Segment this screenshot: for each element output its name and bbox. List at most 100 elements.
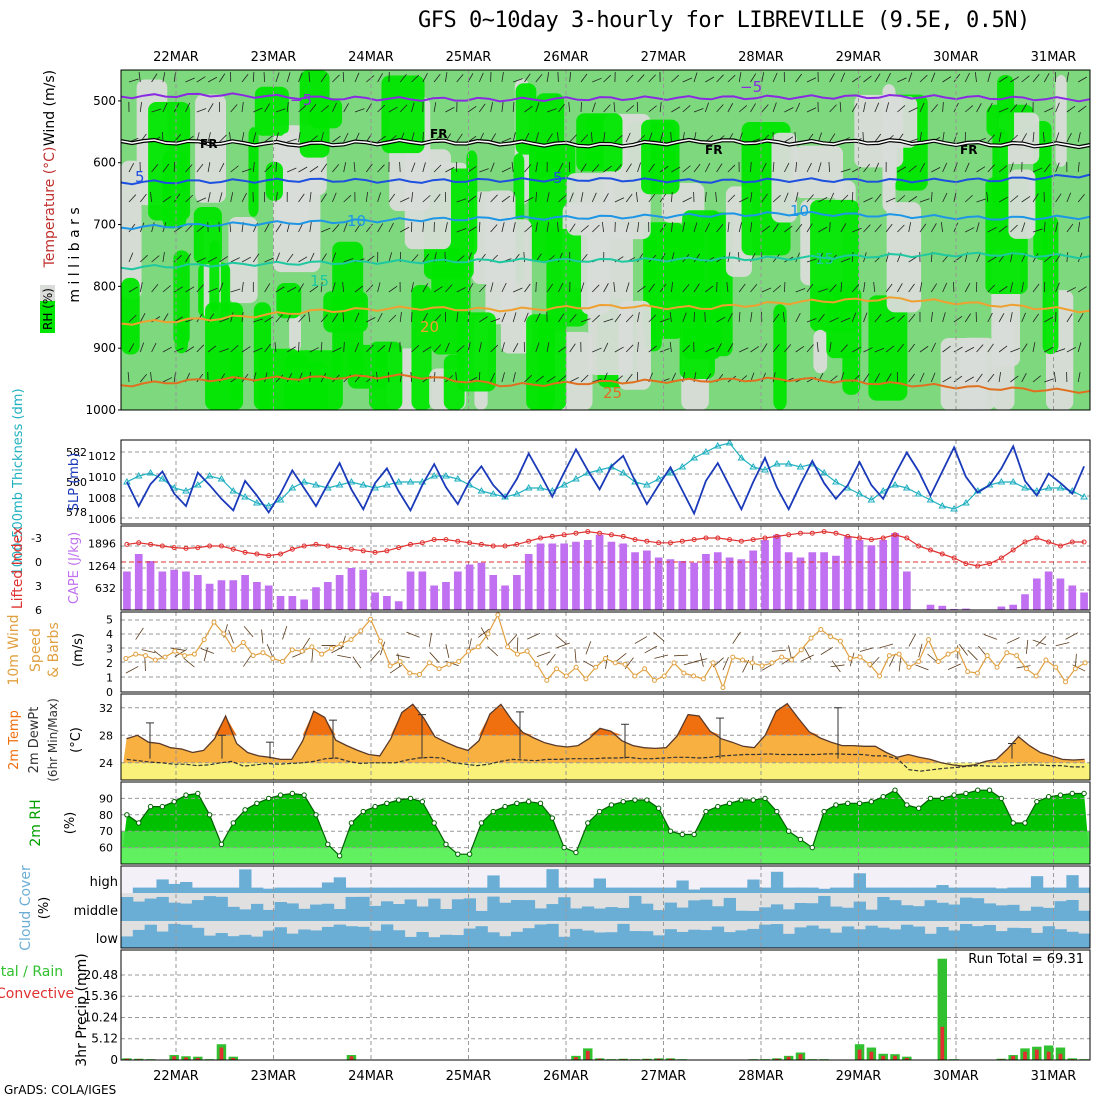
precip-convective-bar — [904, 1057, 909, 1060]
rh-marker — [254, 800, 260, 807]
wind-barb — [377, 312, 383, 323]
wind-speed-marker — [123, 656, 129, 662]
surface-wind-barb — [888, 653, 896, 667]
wind-barb — [298, 193, 305, 203]
cape-bar — [323, 582, 332, 610]
lifted-index-marker — [561, 532, 567, 538]
thickness-marker — [713, 442, 722, 449]
cloud-cell — [369, 905, 382, 921]
thickness-marker — [855, 490, 864, 497]
wind-barb — [162, 102, 168, 113]
wind-barb — [320, 342, 323, 353]
wind-speed-marker — [857, 654, 863, 660]
wind-barb — [930, 72, 936, 83]
wind-barb — [953, 346, 963, 353]
wind-barb — [806, 258, 817, 263]
wind-barb — [829, 221, 831, 233]
wind-barb — [637, 253, 644, 263]
wind-barb — [976, 344, 984, 353]
thickness-marker — [158, 475, 167, 482]
wind-barb — [816, 342, 819, 353]
wind-barb — [230, 165, 239, 173]
wind-barb — [942, 282, 948, 293]
cloud-cell — [629, 895, 642, 921]
wind-barb — [625, 344, 634, 353]
wind-barb — [433, 102, 437, 113]
isotherm-label: 10 — [347, 212, 366, 230]
rh-marker — [230, 820, 236, 826]
lifted-index-marker — [632, 537, 638, 543]
cloud-cell — [499, 902, 512, 921]
cloud-cell — [759, 924, 772, 948]
wind-speed-marker — [974, 670, 980, 676]
wind-barb — [558, 162, 564, 173]
cloud-cell — [215, 887, 228, 893]
wind-barb — [513, 78, 523, 83]
cloud-cell — [995, 888, 1008, 893]
surface-wind-barb — [732, 631, 741, 644]
wind-barb — [659, 132, 664, 143]
precip-convective-bar — [195, 1057, 200, 1060]
cloud-cell — [936, 926, 949, 948]
wind-speed-marker — [935, 658, 941, 664]
wind-barb — [919, 74, 928, 83]
wind-barb — [332, 164, 340, 173]
surface-wind-barb — [947, 663, 961, 671]
wind-barb — [308, 312, 311, 323]
rh-marker — [1069, 790, 1075, 797]
rh-marker — [939, 795, 945, 802]
lifted-index-marker — [786, 532, 792, 538]
wind-barb — [411, 254, 419, 263]
lifted-index-marker — [573, 530, 579, 536]
wind-speed-marker — [955, 647, 961, 653]
precip-convective-bar — [172, 1056, 177, 1060]
wind-speed-marker — [456, 658, 462, 664]
wind-barb — [930, 312, 933, 323]
wind-barb — [354, 72, 360, 83]
wind-barb — [953, 375, 963, 383]
cloud-cell — [782, 887, 796, 893]
cloud-cell — [534, 887, 547, 893]
wind-barb — [953, 162, 958, 173]
lifted-index-marker — [538, 535, 544, 541]
wind-barb — [648, 163, 655, 173]
wind-barb — [388, 252, 393, 263]
cloud-cell — [889, 929, 902, 948]
wind-barb — [874, 224, 882, 233]
wind-barb — [196, 225, 205, 233]
cape-bar — [217, 580, 226, 610]
lifted-index-marker — [656, 540, 662, 546]
wind-barb — [1021, 103, 1028, 113]
wind-barb — [196, 284, 204, 293]
wind-barb — [230, 288, 241, 293]
wind-barb — [219, 256, 228, 263]
rh-dry-patch — [1055, 75, 1067, 167]
wind-barb — [138, 72, 141, 83]
date-label-bottom: 31MAR — [1031, 1069, 1077, 1084]
cloud-cell — [830, 906, 843, 921]
cape-bar — [595, 534, 604, 610]
surface-wind-barb — [527, 632, 541, 640]
wind-barb — [761, 162, 767, 173]
wind-barb — [128, 252, 134, 263]
wind-barb — [592, 314, 600, 323]
wind-barb — [388, 106, 398, 113]
wind-barb — [501, 282, 507, 293]
wind-barb — [851, 284, 860, 293]
slp-tick: 1010 — [88, 471, 116, 484]
cloud-cell — [853, 901, 866, 921]
wind-barb — [275, 374, 284, 383]
wind-barb — [298, 341, 300, 353]
rh-marker — [1057, 792, 1064, 798]
date-label-top: 27MAR — [641, 50, 687, 65]
wind-barb — [501, 222, 505, 233]
cloud-cell — [440, 934, 453, 948]
wind-speed-marker — [182, 653, 188, 659]
lifted-index-marker — [443, 537, 449, 543]
cloud-cell — [960, 887, 973, 893]
wind-barb — [1032, 313, 1040, 323]
cloud-cell — [723, 932, 736, 948]
wind-barb — [490, 102, 494, 113]
wind-barb — [490, 162, 495, 173]
wind-barb — [1010, 162, 1014, 173]
